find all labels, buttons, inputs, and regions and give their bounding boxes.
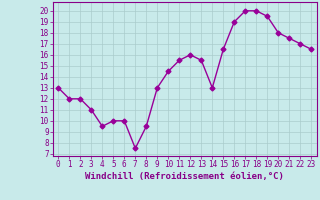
X-axis label: Windchill (Refroidissement éolien,°C): Windchill (Refroidissement éolien,°C) — [85, 172, 284, 181]
